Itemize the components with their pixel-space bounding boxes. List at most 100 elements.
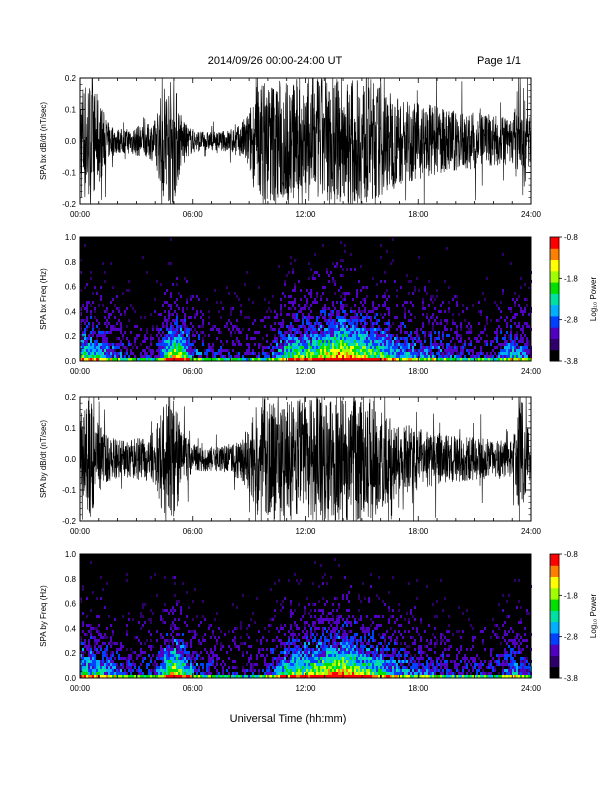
spectrogram-cell [512,358,514,361]
spectrogram-cell [292,666,294,669]
spectrogram-cell [108,355,110,358]
spectrogram-cell [238,645,240,648]
spectrogram-cell [232,672,234,675]
spectrogram-cell [360,313,362,316]
spectrogram-cell [122,292,124,295]
spectrogram-cell [184,319,186,322]
spectrogram-cell [356,328,358,331]
spectrogram-cell [436,346,438,349]
spectrogram-cell [126,349,128,352]
spectrogram-cell [188,346,190,349]
spectrogram-cell [206,349,208,352]
spectrogram-cell [522,337,524,340]
spectrogram-cell [90,651,92,654]
spectrogram-cell [376,334,378,337]
spectrogram-cell [444,310,446,313]
spectrogram-cell [476,355,478,358]
spectrogram-cell [300,358,302,361]
spectrogram-cell [120,349,122,352]
spectrogram-cell [234,355,236,358]
spectrogram-cell [456,349,458,352]
spectrogram-cell [308,612,310,615]
spectrogram-cell [172,313,174,316]
spectrogram-cell [188,343,190,346]
spectrogram-cell [170,627,172,630]
spectrogram-cell [282,627,284,630]
spectrogram-cell [310,322,312,325]
spectrogram-cell [360,301,362,304]
spectrogram-cell [322,648,324,651]
spectrogram-cell [100,346,102,349]
spectrogram-cell [332,663,334,666]
spectrogram-cell [474,355,476,358]
spectrogram-cell [292,660,294,663]
spectrogram-cell [308,663,310,666]
spectrogram-cell [184,621,186,624]
spectrogram-cell [276,660,278,663]
spectrogram-cell [350,322,352,325]
spectrogram-cell [298,639,300,642]
spectrogram-cell [140,358,142,361]
spectrogram-cell [266,355,268,358]
spectrogram-cell [168,331,170,334]
spectrogram-cell [86,645,88,648]
spectrogram-cell [282,600,284,603]
spectrogram-cell [290,358,292,361]
spectrogram-cell [332,654,334,657]
spectrogram-cell [108,316,110,319]
spectrogram-cell [462,358,464,361]
spectrogram-cell [164,639,166,642]
spectrogram-cell [298,328,300,331]
spectrogram-cell [366,627,368,630]
spectrogram-cell [116,337,118,340]
spectrogram-cell [338,654,340,657]
spectrogram-cell [186,654,188,657]
spectrogram-cell [330,630,332,633]
spectrogram-cell [398,666,400,669]
spectrogram-cell [446,319,448,322]
spectrogram-cell [360,672,362,675]
spectrogram-cell [110,654,112,657]
spectrogram-cell [382,337,384,340]
spectrogram-cell [192,295,194,298]
spectrogram-cell [348,642,350,645]
spectrogram-cell [394,654,396,657]
spectrogram-cell [164,316,166,319]
spectrogram-cell [338,636,340,639]
spectrogram-cell [460,334,462,337]
spectrogram-cell [388,349,390,352]
spectrogram-cell [332,627,334,630]
spectrogram-cell [222,669,224,672]
spectrogram-cell [232,349,234,352]
spectrogram-cell [334,651,336,654]
spectrogram-cell [346,666,348,669]
spectrogram-cell [402,304,404,307]
spectrogram-cell [500,331,502,334]
spectrogram-cell [524,358,526,361]
spectrogram-cell [318,343,320,346]
spectrogram-cell [420,352,422,355]
spectrogram-cell [470,325,472,328]
spectrogram-cell [420,340,422,343]
spectrogram-cell [348,334,350,337]
spectrogram-cell [386,355,388,358]
spectrogram-cell [190,663,192,666]
spectrogram-cell [192,657,194,660]
spectrogram-cell [418,669,420,672]
spectrogram-cell [244,675,246,678]
spectrogram-cell [468,352,470,355]
spectrogram-cell [248,349,250,352]
spectrogram-cell [206,352,208,355]
spectrogram-cell [348,346,350,349]
spectrogram-cell [300,657,302,660]
spectrogram-cell [522,325,524,328]
spectrogram-cell [302,355,304,358]
spectrogram-cell [112,666,114,669]
spectrogram-cell [494,346,496,349]
spectrogram-cell [322,244,324,247]
spectrogram-cell [110,669,112,672]
spectrogram-cell [126,579,128,582]
spectrogram-cell [168,654,170,657]
spectrogram-cell [142,603,144,606]
spectrogram-cell [340,660,342,663]
